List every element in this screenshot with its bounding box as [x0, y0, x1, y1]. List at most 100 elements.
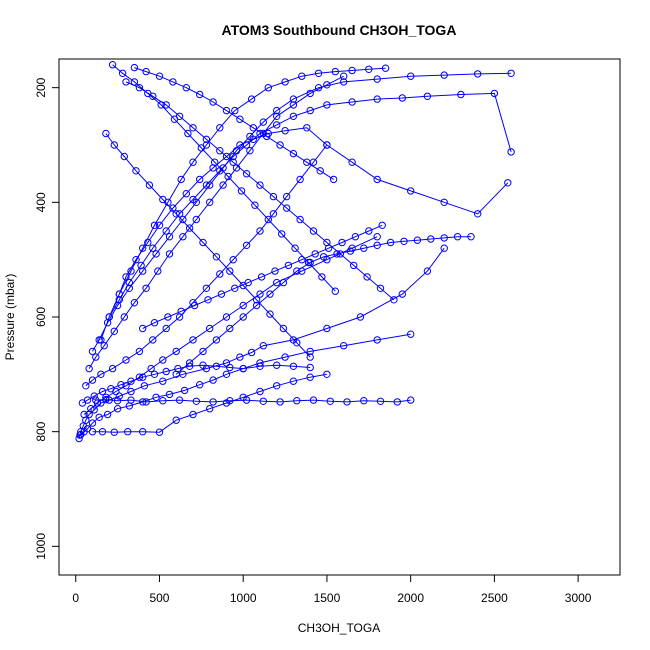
data-point [281, 78, 289, 86]
data-point [206, 324, 214, 333]
data-point [145, 181, 154, 189]
data-point [209, 398, 217, 406]
data-point [204, 296, 212, 304]
data-point [373, 75, 381, 83]
data-point [184, 129, 192, 138]
data-point [211, 158, 219, 166]
data-point [407, 396, 415, 404]
data-point [82, 382, 90, 390]
data-point [306, 363, 314, 372]
x-tick-label: 2000 [397, 591, 424, 605]
data-point [256, 387, 264, 396]
data-point [236, 115, 244, 123]
data-point [90, 406, 98, 414]
data-point [202, 181, 211, 189]
data-point [226, 363, 234, 372]
data-point [293, 267, 301, 275]
data-point [179, 215, 187, 224]
data-point [159, 397, 167, 405]
y-axis-label: Pressure (mbar) [3, 274, 17, 361]
data-point [329, 175, 338, 184]
data-point [360, 397, 368, 405]
data-point [373, 233, 381, 241]
data-point [306, 373, 314, 381]
data-point [236, 141, 244, 149]
data-point [152, 393, 160, 401]
data-point [256, 290, 264, 298]
data-point [185, 224, 194, 232]
data-point [303, 158, 311, 166]
data-point [226, 267, 234, 275]
data-point [474, 210, 482, 218]
axes-layer: 0 500 1000 1500 2000 2500 3000 200 400 600 800 1000 [34, 77, 592, 605]
data-point [80, 410, 88, 419]
data-point [189, 410, 197, 419]
x-tick-label: 500 [149, 591, 169, 605]
data-point [110, 141, 119, 149]
data-point [440, 71, 448, 79]
data-point [103, 410, 112, 419]
series-layer [75, 60, 515, 443]
data-point [165, 390, 174, 399]
data-point [311, 250, 319, 258]
data-point [279, 278, 288, 287]
data-point [222, 370, 231, 378]
data-point [490, 89, 499, 98]
data-point [398, 94, 406, 102]
data-point [202, 284, 211, 292]
data-point [110, 327, 119, 335]
data-point [273, 382, 281, 390]
data-point [206, 198, 214, 207]
data-point [257, 273, 266, 281]
data-point [281, 353, 289, 361]
data-point [202, 135, 211, 144]
data-point [440, 234, 448, 242]
data-point [386, 238, 395, 247]
data-point [283, 192, 291, 201]
data-point [378, 221, 386, 230]
chart-title: ATOM3 Southbound CH3OH_TOGA [222, 22, 457, 38]
data-point [115, 290, 124, 298]
data-point [306, 353, 314, 361]
data-point [324, 244, 333, 252]
data-point [273, 106, 281, 115]
data-point [467, 233, 475, 241]
data-point [340, 72, 348, 80]
data-point [182, 190, 191, 198]
data-point [219, 181, 227, 189]
data-point [139, 324, 147, 333]
data-point [182, 84, 191, 92]
data-point [88, 428, 97, 436]
data-point [289, 95, 298, 103]
data-point [273, 112, 281, 121]
data-point [333, 250, 341, 258]
series-line-16 [175, 236, 471, 375]
data-point [283, 204, 291, 212]
data-point [246, 147, 254, 155]
data-point [127, 387, 135, 396]
data-point [127, 396, 135, 404]
data-point [237, 187, 246, 195]
data-point [189, 195, 197, 204]
data-point [252, 296, 261, 304]
data-point [190, 301, 199, 310]
y-tick-label: 1000 [34, 533, 48, 560]
data-point [107, 385, 115, 393]
data-point [249, 135, 258, 144]
data-point [453, 233, 462, 241]
data-point [316, 167, 324, 175]
data-point [154, 267, 162, 275]
data-point [306, 347, 314, 356]
data-point [118, 69, 127, 78]
series-line-8 [118, 127, 509, 295]
data-point [373, 336, 381, 344]
series-line-15 [142, 224, 383, 329]
data-point [132, 167, 140, 175]
data-point [289, 149, 298, 158]
data-point [172, 416, 180, 424]
series-line-3 [85, 144, 328, 387]
data-point [507, 69, 515, 78]
data-point [242, 170, 251, 178]
data-point [293, 339, 301, 347]
data-point [407, 72, 415, 80]
